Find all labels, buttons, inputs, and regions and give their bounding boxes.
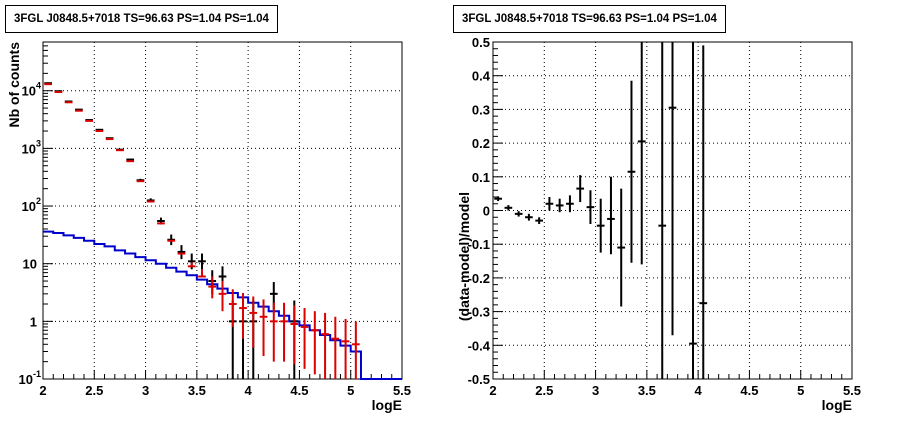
right-y-tick-label: 0.3 bbox=[472, 102, 490, 117]
right-y-tick-label: -0.5 bbox=[468, 372, 490, 387]
right-y-tick-label: 0.2 bbox=[472, 136, 490, 151]
right-x-tick-label: 2.5 bbox=[535, 383, 553, 398]
right-x-tick-label: 4.5 bbox=[740, 383, 758, 398]
residuals-plot: 2 2.5 3 3.5 4 4.5 5 5.5 -0.5 -0.4 -0.3 -0.2 -0.1 0 0.1… bbox=[456, 35, 861, 413]
right-y-tick-label: 0.5 bbox=[472, 35, 490, 50]
left-x-tick-label: 3 bbox=[142, 383, 149, 398]
left-y-tick-label: 10 bbox=[23, 257, 37, 272]
left-x-tick-label: 3.5 bbox=[188, 383, 206, 398]
right-y-axis-label: (data-model)/model bbox=[456, 192, 472, 321]
source-model-line bbox=[43, 230, 402, 380]
left-y-tick-label: 10-1 bbox=[19, 369, 41, 387]
left-y-tick-label: 102 bbox=[22, 196, 41, 214]
left-x-tick-label: 4 bbox=[245, 383, 253, 398]
right-y-tick-label: -0.4 bbox=[468, 338, 491, 353]
right-y-tick-label: 0 bbox=[483, 204, 490, 219]
left-y-tick-label: 1 bbox=[30, 314, 37, 329]
right-panel-title: 3FGL J0848.5+7018 TS=96.63 PS=1.04 PS=1.… bbox=[453, 5, 726, 33]
right-x-tick-label: 3.5 bbox=[638, 383, 656, 398]
right-y-tick-label: -0.3 bbox=[468, 305, 490, 320]
left-x-tick-label: 2 bbox=[39, 383, 46, 398]
left-x-tick-label: 5 bbox=[347, 383, 354, 398]
left-x-tick-label: 2.5 bbox=[85, 383, 103, 398]
right-x-tick-label: 5.5 bbox=[843, 383, 861, 398]
right-y-tick-label: 0.1 bbox=[472, 170, 490, 185]
right-x-tick-label: 5 bbox=[797, 383, 804, 398]
left-x-axis-label: logE bbox=[372, 397, 402, 413]
right-x-tick-label: 2 bbox=[489, 383, 496, 398]
left-y-tick-label: 104 bbox=[22, 81, 41, 99]
right-y-tick-label: -0.2 bbox=[468, 271, 490, 286]
left-x-tick-label: 5.5 bbox=[393, 383, 411, 398]
left-panel-title: 3FGL J0848.5+7018 TS=96.63 PS=1.04 PS=1.… bbox=[5, 5, 278, 33]
right-x-tick-label: 4 bbox=[695, 383, 703, 398]
left-y-tick-label: 103 bbox=[22, 138, 41, 156]
right-x-tick-label: 3 bbox=[592, 383, 599, 398]
left-y-axis-label: Nb of counts bbox=[6, 42, 22, 128]
left-x-tick-label: 4.5 bbox=[290, 383, 308, 398]
left-plot-frame bbox=[42, 41, 403, 380]
right-y-tick-label: -0.1 bbox=[468, 237, 490, 252]
right-x-axis-label: logE bbox=[822, 397, 852, 413]
counts-spectrum-plot: 2 2.5 3 3.5 4 4.5 5 5.5 10-1 1 10 102 103 104 logE Nb o… bbox=[6, 41, 411, 413]
right-y-tick-label: 0.4 bbox=[472, 69, 491, 84]
